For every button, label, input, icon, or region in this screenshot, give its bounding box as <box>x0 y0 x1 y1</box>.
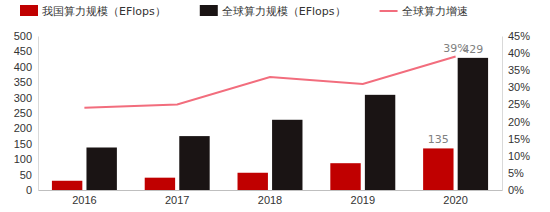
tick-label: 400 <box>14 61 32 73</box>
tick: 350 <box>14 76 38 88</box>
tick: 10% <box>502 150 530 162</box>
x-axis: 2016 2017 2018 2019 2020 <box>39 190 503 206</box>
tick: 450 <box>14 45 38 57</box>
y2-axis: 0% 5% 10% 15% 20% 25% 30% 35% 40% 45% <box>502 30 530 196</box>
legend-swatch <box>380 10 398 12</box>
bar <box>86 147 116 190</box>
bar <box>145 178 175 190</box>
bar <box>365 95 395 190</box>
tick-label: 5% <box>508 167 524 179</box>
tick: 2020 <box>443 190 467 206</box>
legend-item: 全球算力增速 <box>380 5 468 18</box>
tick-label: 250 <box>14 107 32 119</box>
tick: 400 <box>14 61 38 73</box>
legend-item: 全球算力规模（EFlops） <box>200 5 346 18</box>
tick: 2018 <box>258 190 282 206</box>
tick: 35% <box>502 64 530 76</box>
tick-label: 0 <box>26 184 32 196</box>
tick-label: 30% <box>508 81 530 93</box>
tick: 200 <box>14 122 38 134</box>
axis-line <box>502 37 503 191</box>
tick-label: 10% <box>508 150 530 162</box>
tick-label: 35% <box>508 64 530 76</box>
legend: 我国算力规模（EFlops） 全球算力规模（EFlops） 全球算力增速 <box>20 5 468 18</box>
tick-label: 500 <box>14 30 32 42</box>
tick: 40% <box>502 47 530 59</box>
tick-label: 2016 <box>72 194 96 206</box>
tick: 25% <box>502 98 530 110</box>
axis-line <box>39 190 503 191</box>
bar <box>272 120 302 190</box>
tick-label: 45% <box>508 30 530 42</box>
tick-label: 200 <box>14 122 32 134</box>
bar <box>238 173 268 190</box>
bar <box>458 58 488 190</box>
plot-area <box>52 57 488 190</box>
axis-line <box>38 37 39 191</box>
bar <box>179 136 209 190</box>
tick-label: 350 <box>14 76 32 88</box>
tick: 30% <box>502 81 530 93</box>
bar <box>330 163 360 190</box>
tick: 0% <box>502 184 524 196</box>
tick: 20% <box>502 116 530 128</box>
tick-label: 100 <box>14 153 32 165</box>
legend-swatch <box>200 5 218 16</box>
bar <box>52 181 82 190</box>
tick-label: 2018 <box>258 194 282 206</box>
legend-label: 全球算力规模（EFlops） <box>222 5 346 18</box>
tick: 5% <box>502 167 524 179</box>
legend-label: 全球算力增速 <box>402 5 468 18</box>
tick: 150 <box>14 138 38 150</box>
tick: 2017 <box>165 190 189 206</box>
tick: 45% <box>502 30 530 42</box>
legend-item: 我国算力规模（EFlops） <box>20 5 166 18</box>
tick: 100 <box>14 153 38 165</box>
tick-label: 300 <box>14 92 32 104</box>
tick: 250 <box>14 107 38 119</box>
tick-label: 2019 <box>351 194 375 206</box>
tick-label: 40% <box>508 47 530 59</box>
tick-label: 0% <box>508 184 524 196</box>
tick-label: 2020 <box>443 194 467 206</box>
chart: 0 50 100 150 200 250 300 350 400 450 500 0% 5% 10% 15%… <box>0 0 550 212</box>
tick: 15% <box>502 133 530 145</box>
y-axis: 0 50 100 150 200 250 300 350 400 450 500 <box>14 30 39 196</box>
tick: 500 <box>14 30 38 42</box>
tick: 2016 <box>72 190 96 206</box>
tick: 0 <box>26 184 38 196</box>
legend-swatch <box>20 5 38 16</box>
tick-label: 20% <box>508 116 530 128</box>
data-label: 39% <box>443 42 467 55</box>
bar <box>423 148 453 190</box>
tick: 2019 <box>351 190 375 206</box>
line <box>84 57 455 108</box>
tick-label: 450 <box>14 45 32 57</box>
tick-label: 15% <box>508 133 530 145</box>
tick-label: 25% <box>508 98 530 110</box>
data-label: 135 <box>428 133 449 146</box>
data-labels: 13542939% <box>428 42 484 147</box>
tick: 300 <box>14 92 38 104</box>
tick-label: 2017 <box>165 194 189 206</box>
tick-label: 50 <box>20 169 32 181</box>
tick: 50 <box>20 169 38 181</box>
tick-label: 150 <box>14 138 32 150</box>
legend-label: 我国算力规模（EFlops） <box>42 5 166 18</box>
